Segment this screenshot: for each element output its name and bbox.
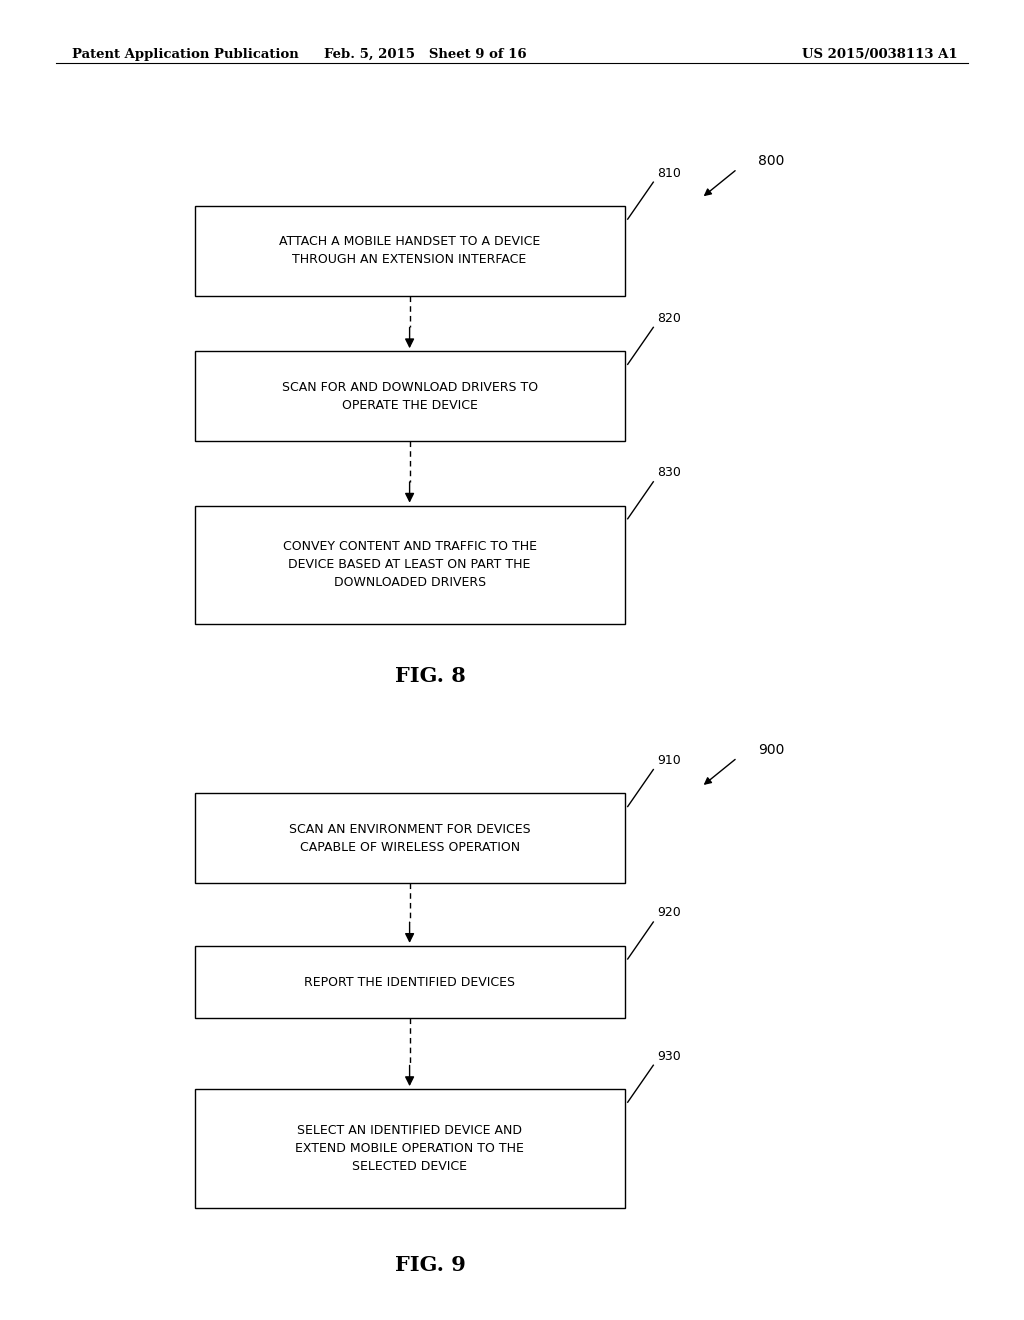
Text: 820: 820: [657, 312, 681, 325]
Text: 800: 800: [758, 154, 784, 168]
Text: 810: 810: [657, 166, 681, 180]
Text: ATTACH A MOBILE HANDSET TO A DEVICE
THROUGH AN EXTENSION INTERFACE: ATTACH A MOBILE HANDSET TO A DEVICE THRO…: [279, 235, 541, 267]
Bar: [195, 1089, 625, 1208]
Bar: [195, 793, 625, 883]
Text: 910: 910: [657, 754, 681, 767]
Text: CONVEY CONTENT AND TRAFFIC TO THE
DEVICE BASED AT LEAST ON PART THE
DOWNLOADED D: CONVEY CONTENT AND TRAFFIC TO THE DEVICE…: [283, 540, 537, 590]
Text: SCAN FOR AND DOWNLOAD DRIVERS TO
OPERATE THE DEVICE: SCAN FOR AND DOWNLOAD DRIVERS TO OPERATE…: [282, 380, 538, 412]
Text: SCAN AN ENVIRONMENT FOR DEVICES
CAPABLE OF WIRELESS OPERATION: SCAN AN ENVIRONMENT FOR DEVICES CAPABLE …: [289, 822, 530, 854]
Bar: [195, 206, 625, 296]
Text: US 2015/0038113 A1: US 2015/0038113 A1: [802, 48, 957, 61]
Text: FIG. 9: FIG. 9: [394, 1254, 466, 1275]
Text: REPORT THE IDENTIFIED DEVICES: REPORT THE IDENTIFIED DEVICES: [304, 975, 515, 989]
Text: Patent Application Publication: Patent Application Publication: [72, 48, 298, 61]
Bar: [195, 351, 625, 441]
Text: 830: 830: [657, 466, 681, 479]
Text: 930: 930: [657, 1049, 681, 1063]
Text: SELECT AN IDENTIFIED DEVICE AND
EXTEND MOBILE OPERATION TO THE
SELECTED DEVICE: SELECT AN IDENTIFIED DEVICE AND EXTEND M…: [295, 1123, 524, 1173]
Text: Feb. 5, 2015   Sheet 9 of 16: Feb. 5, 2015 Sheet 9 of 16: [324, 48, 526, 61]
Text: 920: 920: [657, 907, 681, 919]
Text: 900: 900: [758, 743, 784, 756]
Text: FIG. 8: FIG. 8: [394, 665, 466, 686]
Bar: [195, 945, 625, 1019]
Bar: [195, 506, 625, 624]
